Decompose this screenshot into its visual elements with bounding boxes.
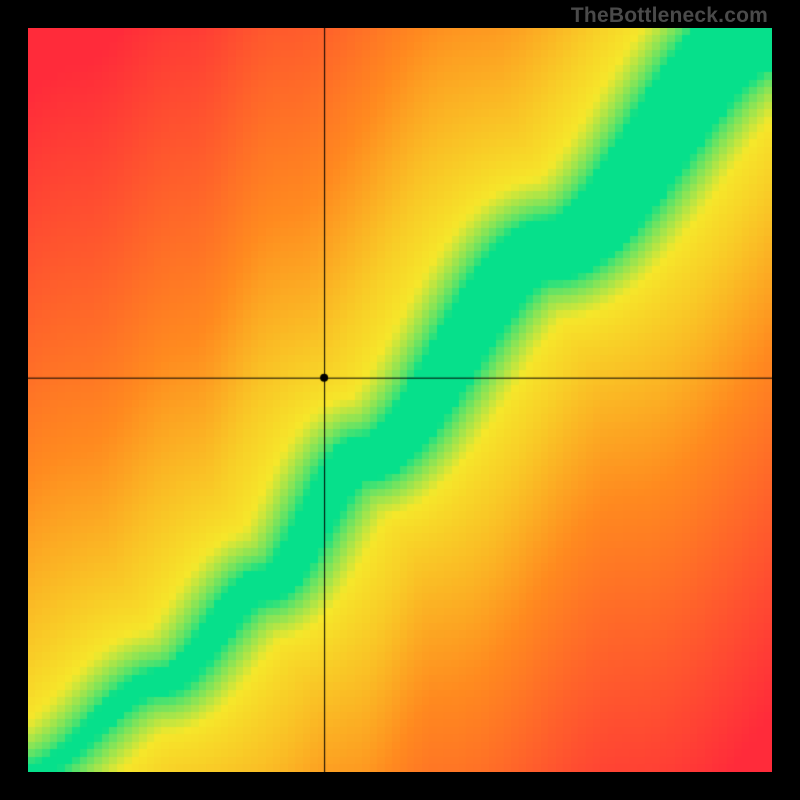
chart-container: TheBottleneck.com — [0, 0, 800, 800]
bottleneck-heatmap — [28, 28, 772, 772]
watermark-text: TheBottleneck.com — [571, 4, 768, 28]
